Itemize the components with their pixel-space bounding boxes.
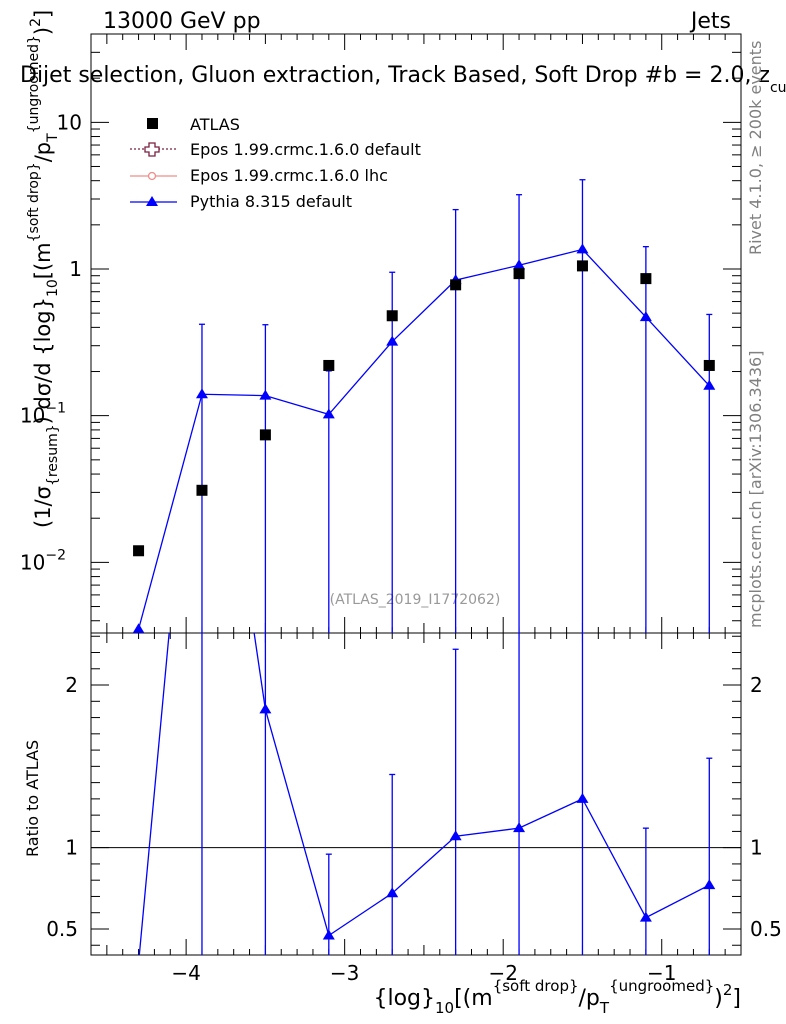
ratio-marker <box>703 879 716 890</box>
legend-marker-epos-lhc <box>147 171 157 181</box>
atlas-marker <box>386 310 398 322</box>
atlas-marker <box>640 273 652 285</box>
ratio-marker <box>133 957 145 967</box>
rivet-label: Rivet 4.1.0, ≥ 200k events <box>746 41 765 255</box>
mcplots-label: mcplots.cern.ch [arXiv:1306.3436] <box>746 351 765 628</box>
pythia-series-line <box>137 248 710 630</box>
legend-entry-epos-default: Epos 1.99.crmc.1.6.0 default <box>130 140 421 159</box>
main-axis-ticks: 10−2 10−1 1 10 <box>20 33 742 633</box>
ratio-y-tick-label-left: 1 <box>65 836 78 860</box>
pythia-marker <box>322 408 335 419</box>
ratio-y-tick-label-right: 1 <box>750 836 763 860</box>
ratio-marker <box>386 887 399 898</box>
legend-entry-epos-lhc: Epos 1.99.crmc.1.6.0 lhc <box>130 166 388 185</box>
ratio-data-layer <box>133 272 716 967</box>
pythia-marker <box>703 379 716 390</box>
atlas-marker <box>133 545 145 557</box>
atlas-marker <box>703 359 715 371</box>
legend-marker-atlas <box>147 118 158 129</box>
ratio-marker <box>449 830 462 841</box>
atlas-marker <box>450 279 462 291</box>
main-data-layer <box>132 179 716 633</box>
x-tick-label: −3 <box>330 961 359 985</box>
pythia-marker <box>513 259 526 270</box>
legend-entry-atlas: ATLAS <box>147 115 240 134</box>
atlas-marker <box>513 268 525 280</box>
legend-marker-pythia <box>146 196 158 206</box>
legend-label-pythia: Pythia 8.315 default <box>190 192 352 211</box>
atlas-marker <box>196 484 208 496</box>
legend-marker-epos-default <box>144 142 160 157</box>
x-tick-label: −1 <box>647 961 676 985</box>
main-y-tick-label: 10−2 <box>20 547 66 574</box>
ratio-y-tick-label-right: 0.5 <box>750 917 782 941</box>
ratio-y-axis-label: Ratio to ATLAS <box>23 740 42 857</box>
ratio-marker <box>639 911 652 922</box>
pythia-marker <box>259 389 272 400</box>
ratio-y-tick-label-right: 2 <box>750 673 763 697</box>
pythia-marker <box>639 311 652 322</box>
plot-title: Dijet selection, Gluon extraction, Track… <box>20 63 786 96</box>
atlas-marker <box>576 260 588 272</box>
main-y-tick-label: 1 <box>69 257 82 281</box>
ratio-marker <box>576 792 589 803</box>
main-plot-frame <box>90 33 742 634</box>
ratio-plot-frame <box>90 632 742 956</box>
ratio-series-line <box>138 633 710 955</box>
plot-title-main: Dijet selection, Gluon extraction, Track… <box>20 63 770 88</box>
ratio-axis-ticks: −4 −3 −2 −1 0.5 0.5 1 1 2 2 <box>46 633 782 985</box>
legend-label-epos-default: Epos 1.99.crmc.1.6.0 default <box>190 140 421 159</box>
x-axis-label: {log}10[(m{soft drop}/pT{ungroomed})2] <box>373 977 741 1017</box>
process-label: Jets <box>689 9 731 34</box>
legend-entry-pythia: Pythia 8.315 default <box>130 192 352 211</box>
analysis-watermark: (ATLAS_2019_I1772062) <box>330 592 501 608</box>
ratio-y-tick-label-left: 0.5 <box>46 917 78 941</box>
pythia-marker <box>132 623 145 633</box>
x-tick-label: −4 <box>171 961 200 985</box>
ratio-marker <box>322 929 335 940</box>
ratio-marker <box>259 703 272 714</box>
pythia-marker <box>195 388 208 399</box>
main-y-axis-label: (1/σ{resum}) dσ/d {log}10[(m{soft drop}/… <box>26 10 61 528</box>
plot-title-sub: cut <box>770 80 786 96</box>
main-y-tick-label: 10−1 <box>20 401 66 428</box>
ratio-marker <box>513 822 526 833</box>
x-tick-label: −2 <box>488 961 517 985</box>
atlas-marker <box>323 359 335 371</box>
legend-label-epos-lhc: Epos 1.99.crmc.1.6.0 lhc <box>190 166 388 185</box>
energy-label: 13000 GeV pp <box>103 9 261 34</box>
atlas-marker <box>259 429 271 441</box>
ratio-marker <box>196 272 208 282</box>
pythia-marker <box>576 243 589 254</box>
pythia-marker <box>386 335 399 346</box>
legend: ATLAS Epos 1.99.crmc.1.6.0 default Epos … <box>130 115 421 211</box>
legend-label-atlas: ATLAS <box>190 115 240 134</box>
ratio-y-tick-label-left: 2 <box>65 673 78 697</box>
main-y-tick-label: 10 <box>57 110 82 134</box>
